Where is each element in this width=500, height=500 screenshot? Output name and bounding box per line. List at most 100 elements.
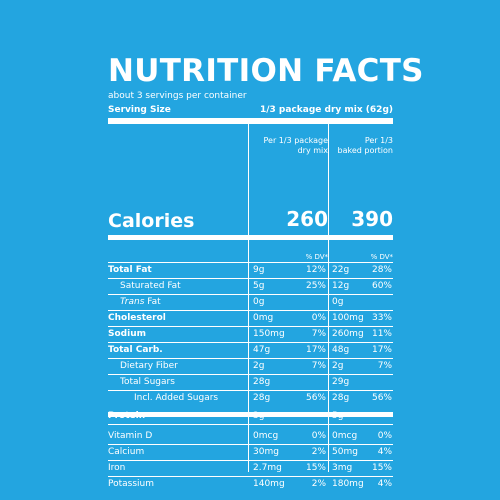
row-rule bbox=[108, 294, 393, 295]
col2-amount: 50mg bbox=[332, 447, 358, 457]
col1-amount: 28g bbox=[253, 393, 271, 403]
col2-dv: 15% bbox=[371, 463, 392, 473]
nutrient-name: Calcium bbox=[108, 447, 145, 457]
col1-dv: 12% bbox=[305, 265, 326, 275]
row-rule bbox=[108, 326, 393, 327]
serving-size-value: 1/3 package dry mix (62g) bbox=[259, 105, 393, 115]
column1-header-line1: Per 1/3 package bbox=[263, 136, 328, 145]
nutrient-name: Total Carb. bbox=[108, 345, 163, 355]
column2-header-line1: Per 1/3 bbox=[364, 136, 393, 145]
thick-divider-middle bbox=[108, 235, 393, 240]
col1-amount: 150mg bbox=[253, 329, 285, 339]
column1-divider-bottom bbox=[248, 240, 249, 472]
col2-dv: 28% bbox=[371, 265, 392, 275]
nutrient-name: Incl. Added Sugars bbox=[134, 393, 219, 403]
nutrient-row: Incl. Added Sugars 28g 56% 28g 56% bbox=[108, 390, 393, 406]
col2-amount: 22g bbox=[332, 265, 350, 275]
row-rule bbox=[108, 374, 393, 375]
col1-dv: 2% bbox=[311, 447, 326, 457]
col2-amount: 29g bbox=[332, 377, 350, 387]
col2-dv: 7% bbox=[377, 361, 392, 371]
nutrient-row: Cholesterol 0mg 0% 100mg 33% bbox=[108, 310, 393, 326]
nutrient-row: Total Carb. 47g 17% 48g 17% bbox=[108, 342, 393, 358]
nutrient-row: Vitamin D 0mcg 0% 0mcg 0% bbox=[108, 428, 393, 444]
nutrient-name: Sodium bbox=[108, 329, 146, 339]
nutrient-row: Total Sugars 28g 29g bbox=[108, 374, 393, 390]
col2-amount: 28g bbox=[332, 393, 350, 403]
col1-amount: 140mg bbox=[253, 479, 285, 489]
nutrient-name: Saturated Fat bbox=[120, 281, 181, 291]
nutrient-name: Trans Fat bbox=[120, 294, 161, 310]
row-rule bbox=[108, 476, 393, 477]
dv-header-col2: % DV* bbox=[370, 253, 393, 261]
calories-col1: 260 bbox=[286, 207, 328, 231]
nutrient-row: Trans Fat 0g 0g bbox=[108, 294, 393, 310]
col2-amount: 48g bbox=[332, 345, 350, 355]
nutrient-name: Vitamin D bbox=[108, 431, 153, 441]
nutrient-name-suffix: Fat bbox=[144, 297, 161, 307]
col1-dv: 17% bbox=[305, 345, 326, 355]
calories-label: Calories bbox=[108, 210, 195, 232]
row-rule bbox=[108, 342, 393, 343]
column2-divider-bottom bbox=[328, 240, 329, 472]
row-rule bbox=[108, 278, 393, 279]
nutrient-row: Iron 2.7mg 15% 3mg 15% bbox=[108, 460, 393, 476]
col1-dv: 2% bbox=[311, 479, 326, 489]
col2-dv: 17% bbox=[371, 345, 392, 355]
col2-amount: 100mg bbox=[332, 313, 364, 323]
col1-amount: 30mg bbox=[253, 447, 279, 457]
column2-header: Per 1/3 baked portion bbox=[330, 136, 393, 156]
col1-amount: 47g bbox=[253, 345, 271, 355]
col1-amount: 28g bbox=[253, 377, 271, 387]
col2-dv: 4% bbox=[377, 447, 392, 457]
thick-divider-top bbox=[108, 118, 393, 124]
row-rule bbox=[108, 390, 393, 391]
nutrient-row: Saturated Fat 5g 25% 12g 60% bbox=[108, 278, 393, 294]
col2-amount: 260mg bbox=[332, 329, 364, 339]
column1-divider-top bbox=[248, 124, 249, 235]
nutrient-name: Total Fat bbox=[108, 265, 152, 275]
nutrient-name: Cholesterol bbox=[108, 313, 166, 323]
row-rule bbox=[108, 444, 393, 445]
row-rule bbox=[108, 358, 393, 359]
nutrient-row: Calcium 30mg 2% 50mg 4% bbox=[108, 444, 393, 460]
thick-divider-protein bbox=[108, 412, 393, 417]
nutrient-row: Dietary Fiber 2g 7% 2g 7% bbox=[108, 358, 393, 374]
col2-dv: 4% bbox=[377, 479, 392, 489]
row-rule bbox=[108, 460, 393, 461]
col2-amount: 0mcg bbox=[332, 431, 358, 441]
nutrient-row: Sodium 150mg 7% 260mg 11% bbox=[108, 326, 393, 342]
col1-dv: 0% bbox=[311, 431, 326, 441]
col2-dv: 33% bbox=[371, 313, 392, 323]
dv-header-rule bbox=[108, 262, 393, 263]
col2-amount: 12g bbox=[332, 281, 350, 291]
row-rule bbox=[108, 310, 393, 311]
col1-amount: 2.7mg bbox=[253, 463, 282, 473]
column1-header: Per 1/3 package dry mix bbox=[250, 136, 328, 156]
nutrient-row: Total Fat 9g 12% 22g 28% bbox=[108, 262, 393, 278]
serving-size-label: Serving Size bbox=[108, 105, 171, 115]
nutrient-name: Total Sugars bbox=[120, 377, 175, 387]
col2-dv: 11% bbox=[371, 329, 392, 339]
nutrient-name-italic: Trans bbox=[120, 297, 145, 307]
col1-dv: 15% bbox=[305, 463, 326, 473]
nutrition-facts-title: NUTRITION FACTS bbox=[108, 53, 424, 89]
col1-amount: 0mg bbox=[253, 313, 274, 323]
column2-divider-top bbox=[328, 124, 329, 235]
col1-dv: 7% bbox=[311, 361, 326, 371]
col2-amount: 3mg bbox=[332, 463, 353, 473]
col2-dv: 0% bbox=[377, 431, 392, 441]
col1-dv: 7% bbox=[311, 329, 326, 339]
row-rule bbox=[108, 424, 393, 425]
col1-amount: 5g bbox=[253, 281, 265, 291]
col2-dv: 56% bbox=[371, 393, 392, 403]
serving-size-row: Serving Size 1/3 package dry mix (62g) bbox=[108, 104, 393, 116]
col2-amount: 2g bbox=[332, 361, 344, 371]
col1-dv: 25% bbox=[305, 281, 326, 291]
col2-amount: 180mg bbox=[332, 479, 364, 489]
col1-dv: 56% bbox=[305, 393, 326, 403]
col2-dv: 60% bbox=[371, 281, 392, 291]
column2-header-line2: baked portion bbox=[337, 146, 393, 155]
nutrient-name: Dietary Fiber bbox=[120, 361, 178, 371]
calories-col2: 390 bbox=[351, 207, 393, 231]
